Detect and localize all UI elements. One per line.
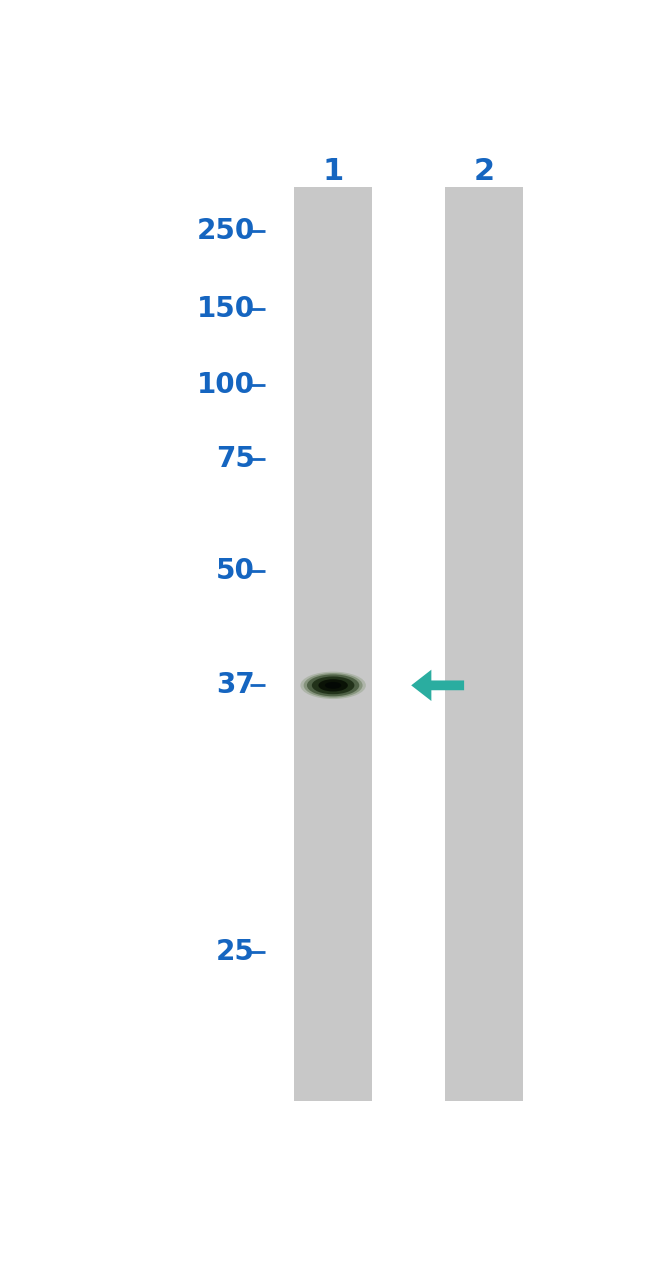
Ellipse shape [304,673,363,697]
Text: 37: 37 [216,672,255,700]
Text: 25: 25 [216,939,255,966]
Text: 2: 2 [474,157,495,187]
Text: 250: 250 [197,217,255,245]
Bar [294,187,372,1101]
Text: 75: 75 [216,446,255,474]
FancyArrow shape [411,669,464,701]
Text: 100: 100 [197,371,255,399]
Text: 150: 150 [197,295,255,323]
Ellipse shape [318,679,348,692]
Bar [445,187,523,1101]
Text: 50: 50 [216,558,255,585]
Ellipse shape [307,674,359,696]
Ellipse shape [312,677,354,695]
Text: 1: 1 [322,157,344,187]
Ellipse shape [325,682,341,688]
Ellipse shape [300,672,366,699]
